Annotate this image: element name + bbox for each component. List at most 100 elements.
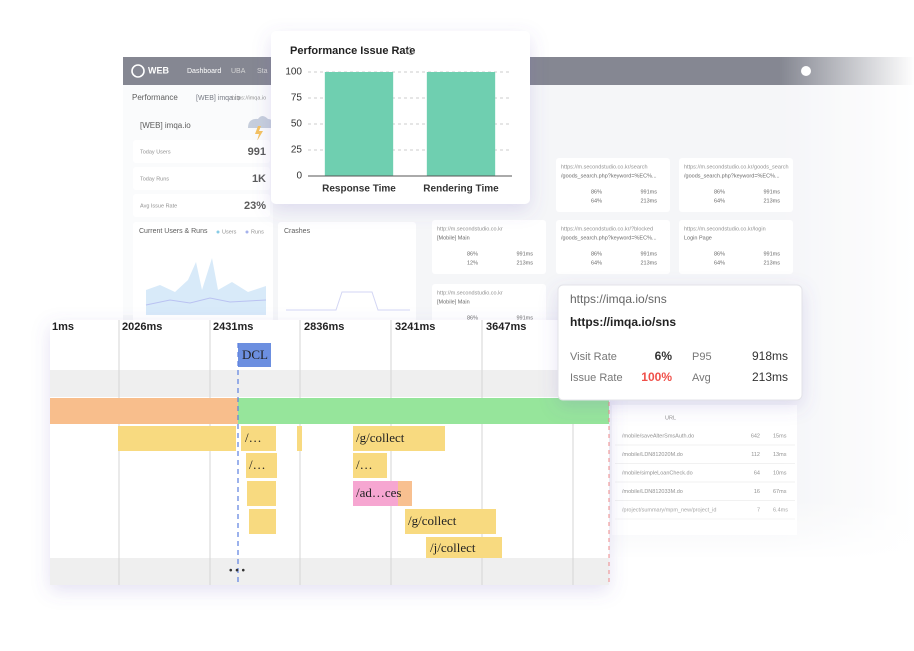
request-bar: [246, 453, 277, 478]
time-tick: 2836ms: [304, 321, 344, 333]
metric-value: 100%: [641, 370, 672, 384]
request-label: /…: [249, 457, 266, 472]
stat-cards: Today Users 991 Today Runs 1K Avg Issue …: [133, 140, 270, 217]
logo-icon: [131, 64, 145, 78]
table-cell: 16: [754, 489, 760, 495]
card-metric: 86%: [714, 189, 725, 195]
card-page: Login Page: [684, 235, 712, 241]
request-bar: [405, 509, 496, 534]
card-metric: 213ms: [640, 198, 657, 204]
card-metric: 86%: [591, 189, 602, 195]
card-url: https://m.secondstudio.co.kr/login: [684, 226, 766, 232]
nav-item[interactable]: Dashboard: [187, 68, 221, 75]
request-label: /…: [245, 430, 262, 445]
card-metric: 86%: [591, 251, 602, 257]
row-band: [50, 370, 609, 397]
card-metric: 991ms: [516, 315, 533, 321]
url-cards: https://m.secondstudio.co.kr/search/good…: [432, 158, 793, 338]
more-dots[interactable]: • • •: [229, 566, 246, 577]
bar: [426, 72, 496, 176]
card-metric: 86%: [714, 251, 725, 257]
waterfall-bg: [50, 320, 609, 585]
x-tick-label: Rendering Time: [423, 184, 499, 195]
time-tick: 3647ms: [486, 321, 526, 333]
request-bar: [249, 509, 276, 534]
app-name: [WEB] imqa.io: [140, 121, 191, 130]
card-metric: 991ms: [516, 251, 533, 257]
request-bar: [118, 426, 236, 451]
table-cell: /mobile/LDN812020M.do: [622, 452, 683, 458]
metric-value: 6%: [655, 349, 673, 363]
chart-card: Performance Issue Rate 0 25 50 75 100 Respons…: [271, 31, 530, 204]
tooltip-title: https://imqa.io/sns: [570, 315, 676, 329]
card-metric: 64%: [591, 198, 602, 204]
table-cell: /mobile/saveAlterSmsAuth.do: [622, 433, 694, 439]
y-tick-label: 25: [291, 145, 303, 156]
request-bar: [297, 426, 302, 451]
y-tick-label: 0: [296, 171, 302, 182]
card-metric: 991ms: [763, 189, 780, 195]
time-tick: 2026ms: [122, 321, 162, 333]
card-metric: 213ms: [763, 260, 780, 266]
request-bar-orange: [398, 481, 412, 506]
table-cell: 642: [751, 433, 760, 439]
table-cell: 67ms: [773, 489, 787, 495]
app-select[interactable]: [WEB] imqa.io: [196, 95, 240, 102]
bar-orange: [50, 398, 238, 424]
card-metric: 213ms: [640, 260, 657, 266]
refresh-icon[interactable]: [407, 47, 415, 55]
app-url: https://imqa.io: [232, 95, 266, 101]
request-label: /g/collect: [408, 513, 457, 528]
card-url: https://m.secondstudio.co.kr/?blocked: [561, 226, 653, 232]
card-metric: 991ms: [640, 189, 657, 195]
request-bar: [426, 537, 502, 558]
tooltip-url: https://imqa.io/sns: [570, 292, 667, 306]
users-runs-title: Current Users & Runs: [139, 228, 208, 235]
nav-item[interactable]: UBA: [231, 68, 246, 75]
request-label: /…: [356, 457, 373, 472]
tooltip-bg: [557, 284, 803, 401]
x-tick-label: Response Time: [322, 184, 396, 195]
time-tick: 1ms: [52, 321, 74, 333]
legend-users: Users: [222, 229, 237, 235]
card-url: http://m.secondstudio.co.kr: [437, 290, 503, 296]
crashes-title: Crashes: [284, 228, 311, 235]
stat-label: Today Runs: [140, 176, 169, 182]
time-tick: 2431ms: [213, 321, 253, 333]
section-title: Performance: [132, 93, 178, 102]
waterfall: 1ms 2026ms 2431ms 2836ms 3241ms 3647ms D…: [50, 320, 610, 585]
stat-label: Today Users: [140, 149, 171, 155]
metric-value: 213ms: [752, 370, 788, 384]
url-card: [432, 220, 546, 274]
card-metric: 86%: [467, 251, 478, 257]
chart: 0 25 50 75 100 Response Time Rendering Time: [285, 67, 512, 195]
crashes-line: [286, 291, 410, 311]
runs-line: [145, 297, 267, 306]
legend-dot: [245, 230, 249, 234]
metric-value: 918ms: [752, 349, 788, 363]
stat-label: Avg Issue Rate: [140, 203, 177, 209]
y-tick-label: 50: [291, 119, 303, 130]
row-band: [50, 558, 609, 585]
table-cell: /mobile/simpleLoanCheck.do: [622, 470, 693, 476]
card-metric: 86%: [467, 315, 478, 321]
nav-item[interactable]: Sta: [257, 68, 268, 75]
card-metric: 64%: [714, 260, 725, 266]
request-label: /j/collect: [430, 540, 476, 555]
table-cell: 15ms: [773, 433, 787, 439]
url-card: [556, 158, 670, 212]
bar: [324, 72, 394, 176]
chart-title: Performance Issue Rate: [290, 45, 415, 57]
url-card: [556, 220, 670, 274]
card-metric: 64%: [591, 260, 602, 266]
stat-value: 991: [248, 146, 266, 158]
dcl-label: DCL: [242, 347, 268, 362]
stat-card: [133, 194, 270, 217]
legend-runs: Runs: [251, 229, 264, 235]
tooltip-card: https://imqa.io/sns https://imqa.io/sns …: [557, 284, 803, 401]
request-label: /ad…ces: [356, 485, 401, 500]
request-bar: [353, 426, 445, 451]
table-cell: 10ms: [773, 470, 787, 476]
card-metric: 12%: [467, 260, 478, 266]
